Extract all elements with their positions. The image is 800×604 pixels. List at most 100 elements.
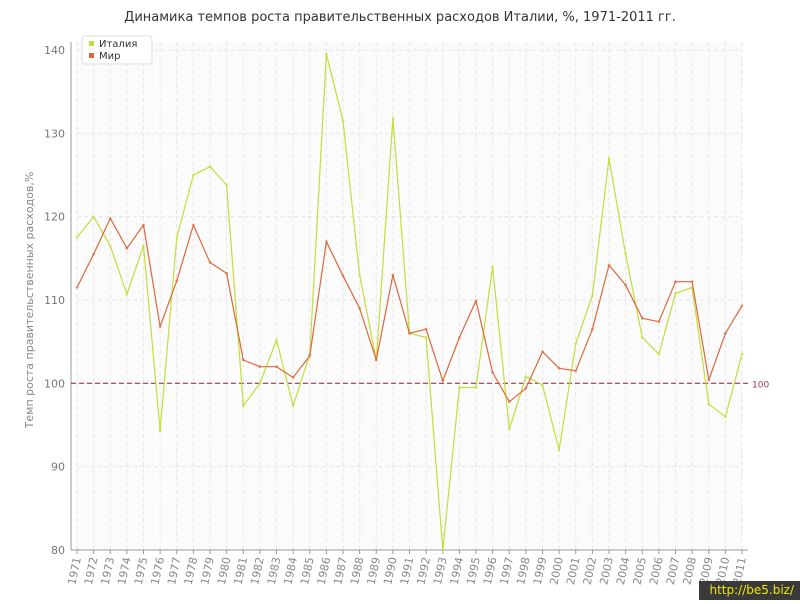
x-tick-label: 2000: [548, 556, 567, 586]
x-tick-label: 1998: [514, 556, 533, 586]
data-point: [457, 386, 461, 389]
data-point: [358, 306, 362, 310]
data-point: [75, 236, 79, 239]
data-point: [557, 448, 561, 452]
data-point: [241, 404, 245, 408]
chart-title: Динамика темпов роста правительственных …: [124, 10, 676, 25]
data-point: [723, 415, 727, 419]
x-tick-label: 1988: [348, 556, 367, 586]
data-point: [640, 336, 644, 339]
x-tick-label: 2006: [647, 556, 666, 586]
data-point: [674, 280, 677, 284]
data-point: [541, 383, 544, 387]
x-tick-label: 1976: [149, 556, 168, 586]
x-tick-label: 1978: [182, 556, 201, 586]
data-point: [275, 365, 278, 369]
x-tick-label: 2003: [597, 556, 616, 586]
x-tick-label: 1989: [365, 556, 384, 586]
data-point: [474, 299, 478, 303]
data-point: [491, 265, 495, 269]
data-point: [574, 341, 578, 345]
data-point: [208, 165, 212, 169]
x-tick-label: 1975: [132, 556, 151, 586]
x-tick-label: 2001: [564, 556, 583, 586]
x-tick-label: 1972: [82, 556, 101, 586]
data-point: [424, 336, 428, 339]
data-point: [690, 280, 694, 284]
data-point: [142, 223, 145, 227]
x-tick-label: 1999: [531, 556, 550, 586]
data-point: [491, 371, 495, 374]
data-point: [92, 215, 96, 219]
data-point: [258, 381, 262, 385]
legend-label: Мир: [99, 51, 120, 62]
y-tick-label: 140: [44, 44, 65, 57]
data-point: [175, 236, 179, 239]
data-point: [208, 261, 212, 264]
data-point: [657, 320, 661, 324]
y-tick-label: 110: [44, 294, 65, 307]
x-tick-label: 2008: [681, 556, 700, 586]
x-tick-label: 1990: [381, 556, 400, 586]
x-tick-label: 1982: [248, 556, 267, 586]
x-tick-label: 2009: [697, 556, 716, 586]
y-tick-label: 80: [51, 544, 65, 557]
reference-line-label: 100: [752, 380, 769, 390]
x-tick-label: 1997: [498, 556, 517, 586]
data-point: [723, 331, 727, 335]
x-tick-label: 1992: [415, 556, 434, 586]
data-point: [408, 331, 411, 335]
data-point: [524, 375, 528, 379]
data-point: [358, 273, 362, 277]
y-tick-label: 120: [44, 211, 65, 224]
x-tick-label: 2011: [730, 556, 749, 586]
x-tick-label: 2010: [714, 556, 733, 586]
legend-swatch: [89, 41, 94, 46]
x-tick-label: 1986: [315, 556, 334, 586]
data-point: [125, 292, 129, 296]
data-point: [324, 52, 328, 56]
data-point: [324, 240, 328, 244]
x-tick-label: 1971: [65, 556, 84, 586]
data-point: [524, 386, 528, 390]
data-point: [507, 400, 511, 404]
legend-box: [81, 35, 153, 65]
y-tick-label: 100: [44, 377, 65, 390]
watermark-link[interactable]: http://be5.biz/: [699, 581, 800, 600]
data-point: [607, 263, 611, 267]
x-tick-label: 1995: [464, 556, 483, 586]
data-point: [457, 336, 461, 339]
data-point: [92, 252, 96, 256]
data-point: [391, 116, 395, 120]
data-point: [574, 369, 578, 373]
data-point: [391, 273, 395, 277]
data-point: [441, 548, 445, 552]
data-point: [607, 156, 611, 160]
data-point: [674, 291, 677, 295]
x-tick-label: 2007: [664, 556, 683, 586]
data-point: [108, 216, 112, 220]
data-point: [541, 350, 544, 354]
data-point: [158, 325, 162, 329]
x-tick-label: 1983: [265, 556, 284, 586]
data-point: [640, 316, 644, 320]
data-point: [158, 429, 162, 433]
x-tick-label: 1985: [298, 556, 317, 586]
data-point: [341, 119, 345, 123]
data-point: [441, 379, 445, 383]
data-point: [374, 358, 378, 362]
data-point: [258, 365, 262, 369]
x-tick-label: 1993: [431, 556, 450, 586]
data-point: [424, 327, 428, 331]
data-point: [707, 378, 711, 382]
data-point: [308, 354, 312, 358]
data-point: [142, 244, 145, 248]
data-point: [507, 427, 511, 431]
x-tick-label: 1980: [215, 556, 234, 586]
y-tick-label: 90: [51, 461, 65, 474]
x-tick-label: 1974: [115, 556, 134, 586]
x-tick-label: 1984: [282, 556, 301, 586]
x-tick-label: 1994: [448, 556, 467, 586]
